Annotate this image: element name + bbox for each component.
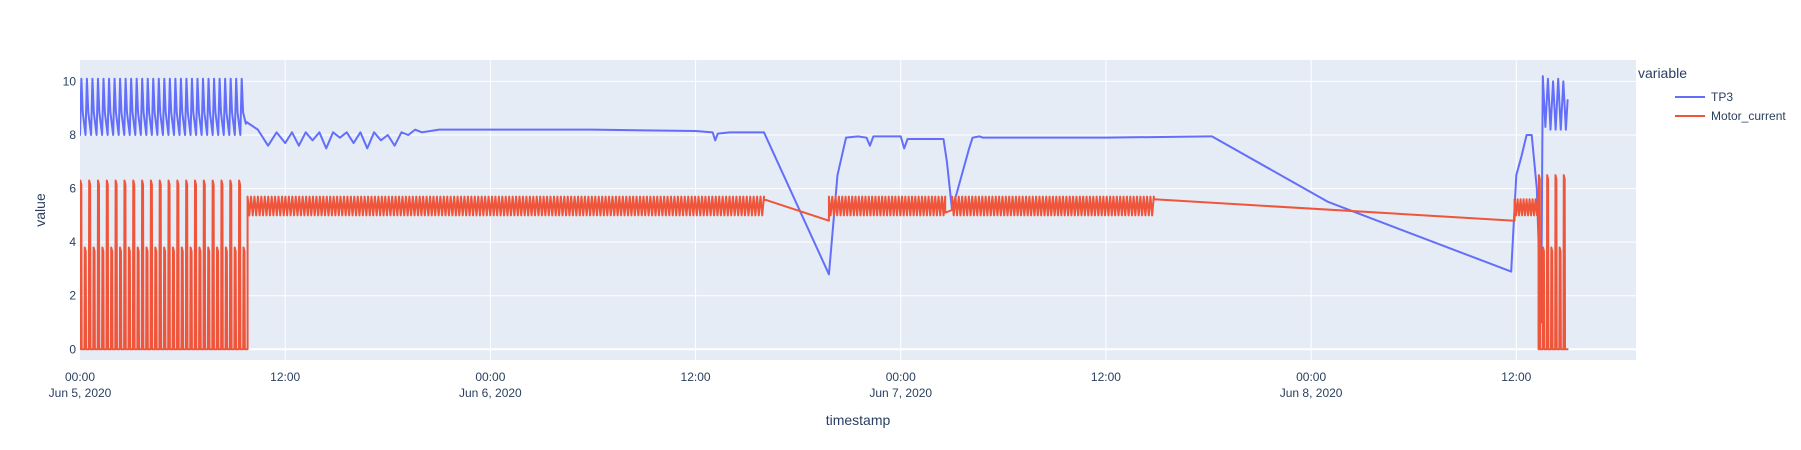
y-tick-label: 6: [69, 182, 76, 196]
x-tick-date: Jun 8, 2020: [1280, 386, 1343, 400]
legend-item-motor-current[interactable]: Motor_current: [1675, 109, 1786, 123]
y-tick-label: 4: [69, 235, 76, 249]
x-tick-label: 00:00: [65, 370, 95, 384]
y-axis-title: value: [32, 193, 48, 227]
x-tick-label: 00:00: [886, 370, 916, 384]
series-lines: [80, 75, 1569, 351]
y-tick-label: 8: [69, 128, 76, 142]
x-tick-date: Jun 7, 2020: [869, 386, 932, 400]
series-line-motor-current[interactable]: [80, 174, 1569, 351]
x-axis-title: timestamp: [826, 412, 891, 428]
y-tick-label: 2: [69, 289, 76, 303]
legend-title: variable: [1638, 65, 1687, 81]
x-axis-ticks: 00:00 Jun 5, 2020 12:00 00:00 Jun 6, 2020 12:…: [49, 370, 1532, 400]
y-tick-label: 10: [63, 74, 77, 88]
x-tick-label: 00:00: [1296, 370, 1326, 384]
x-tick-label: 12:00: [270, 370, 300, 384]
x-tick-label: 12:00: [1091, 370, 1121, 384]
x-tick-label: 00:00: [475, 370, 505, 384]
legend-label: TP3: [1711, 90, 1733, 104]
y-axis-ticks: 0 2 4 6 8 10: [63, 74, 77, 356]
legend-item-tp3[interactable]: TP3: [1675, 90, 1733, 104]
x-tick-date: Jun 6, 2020: [459, 386, 522, 400]
x-tick-label: 12:00: [1501, 370, 1531, 384]
x-tick-date: Jun 5, 2020: [49, 386, 112, 400]
legend-label: Motor_current: [1711, 109, 1786, 123]
x-tick-label: 12:00: [681, 370, 711, 384]
series-line-tp3[interactable]: [80, 75, 1569, 324]
legend[interactable]: variable TP3 Motor_current: [1638, 65, 1786, 123]
y-tick-label: 0: [69, 342, 76, 356]
